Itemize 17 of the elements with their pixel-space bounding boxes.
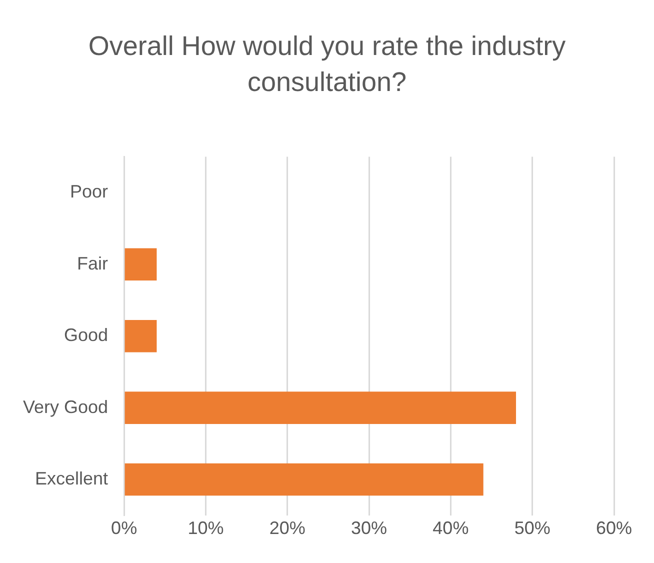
bar	[124, 248, 157, 281]
y-tick-label: Fair	[77, 253, 108, 274]
x-tick-label: 30%	[351, 518, 388, 538]
chart-title: Overall How would you rate the industry consultation?	[87, 30, 567, 99]
y-tick-label: Good	[64, 325, 108, 346]
x-tick-label: 40%	[432, 518, 469, 538]
x-tick-label: 0%	[111, 518, 138, 538]
x-tick-label: 60%	[596, 518, 632, 538]
y-tick-label: Excellent	[35, 468, 108, 489]
y-tick-label: Very Good	[22, 396, 108, 417]
x-tick-label: 10%	[188, 518, 224, 538]
y-tick-label: Poor	[70, 182, 108, 202]
bar	[124, 392, 516, 424]
bar	[124, 320, 157, 352]
x-tick-label: 20%	[269, 518, 306, 538]
bar	[124, 463, 484, 496]
x-tick-label: 50%	[514, 518, 550, 538]
